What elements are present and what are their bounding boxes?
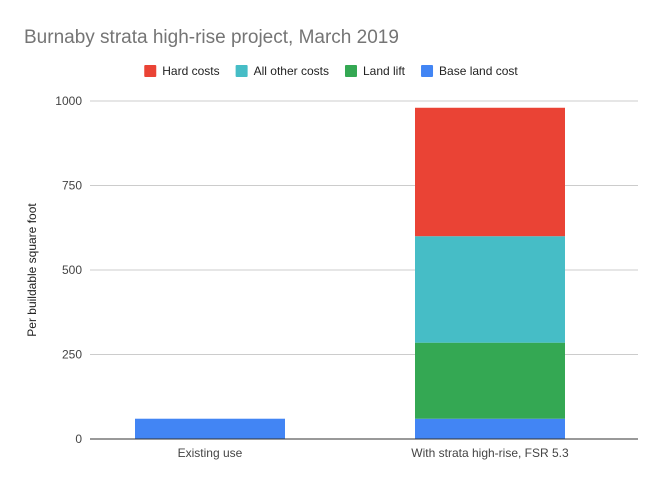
- legend-swatch-land-lift: [344, 65, 357, 77]
- y-axis-ticks: 0 250 500 750 1000: [55, 94, 82, 446]
- legend-item-all-other-costs: All other costs: [235, 64, 329, 78]
- y-tick-label-0: 0: [75, 432, 82, 446]
- legend-label-all-other-costs: All other costs: [254, 64, 329, 78]
- legend-item-hard-costs: Hard costs: [144, 64, 220, 78]
- x-tick-label-existing-use: Existing use: [178, 446, 243, 460]
- chart-title: Burnaby strata high-rise project, March …: [24, 27, 399, 48]
- legend-label-land-lift: Land lift: [363, 64, 406, 78]
- x-tick-label-with-strata-high-rise-fsr-5-3: With strata high-rise, FSR 5.3: [411, 446, 569, 460]
- legend-swatch-hard-costs: [144, 65, 157, 77]
- y-tick-label-750: 750: [62, 179, 82, 193]
- bar-base-land-cost-with-strata-high-rise-fsr-5-3: [415, 418, 565, 439]
- legend-swatch-all-other-costs: [235, 65, 248, 77]
- y-tick-label-500: 500: [62, 263, 82, 277]
- y-tick-label-250: 250: [62, 348, 82, 362]
- bar-all-other-costs-with-strata-high-rise-fsr-5-3: [415, 236, 565, 343]
- legend-item-base-land-cost: Base land cost: [421, 64, 518, 78]
- legend: Hard costs All other costs Land lift Base l…: [144, 64, 518, 78]
- legend-label-base-land-cost: Base land cost: [439, 64, 518, 78]
- y-axis-label: Per buildable square foot: [25, 203, 39, 337]
- bars: [135, 107, 565, 439]
- x-axis-ticks: Existing use With strata high-rise, FSR 5…: [178, 446, 569, 460]
- bar-hard-costs-with-strata-high-rise-fsr-5-3: [415, 107, 565, 237]
- y-tick-label-1000: 1000: [55, 94, 82, 108]
- legend-label-hard-costs: Hard costs: [162, 64, 219, 78]
- bar-land-lift-with-strata-high-rise-fsr-5-3: [415, 342, 565, 419]
- legend-item-land-lift: Land lift: [344, 64, 406, 78]
- bar-base-land-cost-existing-use: [135, 418, 285, 439]
- legend-swatch-base-land-cost: [421, 65, 434, 77]
